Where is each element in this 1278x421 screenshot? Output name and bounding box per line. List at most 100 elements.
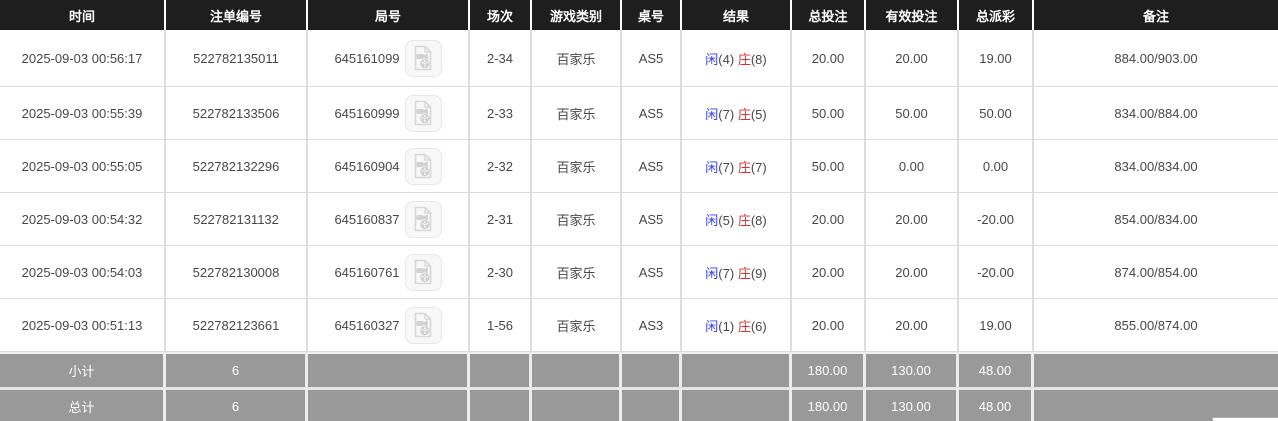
col-header-time: 时间 bbox=[0, 0, 166, 30]
total-bet-cell: 20.00 bbox=[792, 246, 866, 299]
grand-total-empty-cell bbox=[622, 387, 682, 421]
banker-result-label: 庄 bbox=[737, 318, 751, 334]
col-header-round-id: 局号 bbox=[308, 0, 470, 30]
col-header-result: 结果 bbox=[682, 0, 792, 30]
player-result-label: 闲 bbox=[705, 106, 719, 122]
table-row: 2025-09-03 00:51:13 522782123661 6451603… bbox=[0, 299, 1278, 352]
subtotal-empty-cell bbox=[622, 352, 682, 387]
round-id: 645160904 bbox=[334, 158, 400, 174]
table-no-cell: AS5 bbox=[622, 87, 682, 140]
player-result-label: 闲 bbox=[705, 51, 719, 67]
subtotal-valid-bet: 130.00 bbox=[866, 352, 959, 387]
time-cell: 2025-09-03 00:54:32 bbox=[0, 193, 166, 246]
col-header-valid-bet: 有效投注 bbox=[866, 0, 959, 30]
round-id-cell: 645161099 bbox=[308, 30, 470, 87]
total-payout-cell: 0.00 bbox=[959, 140, 1034, 193]
table-row: 2025-09-03 00:54:03 522782130008 6451607… bbox=[0, 246, 1278, 299]
subtotal-empty-cell bbox=[308, 352, 470, 387]
game-type-cell: 百家乐 bbox=[532, 299, 622, 352]
remark-cell: 854.00/834.00 bbox=[1034, 193, 1278, 246]
bet-id-cell: 522782132296 bbox=[166, 140, 308, 193]
remark-cell: 834.00/834.00 bbox=[1034, 140, 1278, 193]
subtotal-row: 小计 6 180.00 130.00 48.00 bbox=[0, 352, 1278, 387]
round-id-cell: 645160327 bbox=[308, 299, 470, 352]
session-cell: 2-33 bbox=[470, 87, 532, 140]
round-id-cell: 645160999 bbox=[308, 87, 470, 140]
player-result-label: 闲 bbox=[705, 159, 719, 175]
bet-id-cell: 522782123661 bbox=[166, 299, 308, 352]
table-no-cell: AS5 bbox=[622, 140, 682, 193]
video-replay-button[interactable] bbox=[404, 39, 442, 77]
round-id-cell: 645160837 bbox=[308, 193, 470, 246]
player-result-label: 闲 bbox=[705, 318, 719, 334]
round-id: 645160999 bbox=[334, 105, 400, 121]
subtotal-empty-cell bbox=[1034, 352, 1278, 387]
valid-bet-cell: 20.00 bbox=[866, 193, 959, 246]
table-no-cell: AS5 bbox=[622, 30, 682, 87]
grand-total-valid-bet: 130.00 bbox=[866, 387, 959, 421]
result-cell: 闲(7) 庄(7) bbox=[682, 140, 792, 193]
total-payout-cell: 50.00 bbox=[959, 87, 1034, 140]
round-id-cell: 645160904 bbox=[308, 140, 470, 193]
session-cell: 2-34 bbox=[470, 30, 532, 87]
valid-bet-cell: 20.00 bbox=[866, 246, 959, 299]
subtotal-label: 小计 bbox=[0, 352, 166, 387]
subtotal-empty-cell bbox=[470, 352, 532, 387]
table-row: 2025-09-03 00:54:32 522782131132 6451608… bbox=[0, 193, 1278, 246]
video-replay-button[interactable] bbox=[404, 253, 442, 291]
banker-result-label: 庄 bbox=[737, 106, 751, 122]
col-header-session: 场次 bbox=[470, 0, 532, 30]
subtotal-count: 6 bbox=[166, 352, 308, 387]
round-id: 645160761 bbox=[334, 264, 400, 280]
col-header-game-type: 游戏类别 bbox=[532, 0, 622, 30]
total-payout-cell: -20.00 bbox=[959, 246, 1034, 299]
player-result-score: (7) bbox=[718, 265, 735, 281]
grand-total-count: 6 bbox=[166, 387, 308, 421]
grand-total-total-bet: 180.00 bbox=[792, 387, 866, 421]
total-bet-cell: 50.00 bbox=[792, 140, 866, 193]
valid-bet-cell: 50.00 bbox=[866, 87, 959, 140]
total-bet-cell: 20.00 bbox=[792, 193, 866, 246]
game-type-cell: 百家乐 bbox=[532, 193, 622, 246]
game-type-cell: 百家乐 bbox=[532, 140, 622, 193]
game-type-cell: 百家乐 bbox=[532, 87, 622, 140]
remark-cell: 855.00/874.00 bbox=[1034, 299, 1278, 352]
col-header-table-no: 桌号 bbox=[622, 0, 682, 30]
subtotal-total-payout: 48.00 bbox=[959, 352, 1034, 387]
banker-result-score: (9) bbox=[750, 265, 767, 281]
valid-bet-cell: 20.00 bbox=[866, 299, 959, 352]
player-result-score: (5) bbox=[718, 212, 735, 228]
video-file-icon bbox=[411, 206, 435, 232]
bet-id-cell: 522782133506 bbox=[166, 87, 308, 140]
grand-total-row: 总计 6 180.00 130.00 48.00 bbox=[0, 387, 1278, 421]
video-file-icon bbox=[411, 100, 435, 126]
video-replay-button[interactable] bbox=[404, 147, 442, 185]
table-no-cell: AS3 bbox=[622, 299, 682, 352]
time-cell: 2025-09-03 00:51:13 bbox=[0, 299, 166, 352]
subtotal-empty-cell bbox=[682, 352, 792, 387]
col-header-bet-id: 注单编号 bbox=[166, 0, 308, 30]
table-header-row: 时间 注单编号 局号 场次 游戏类别 桌号 结果 总投注 有效投注 总派彩 备注 bbox=[0, 0, 1278, 30]
video-replay-button[interactable] bbox=[404, 200, 442, 238]
round-id: 645161099 bbox=[334, 50, 400, 66]
grand-total-empty-cell bbox=[470, 387, 532, 421]
subtotal-empty-cell bbox=[532, 352, 622, 387]
subtotal-total-bet: 180.00 bbox=[792, 352, 866, 387]
banker-result-score: (7) bbox=[750, 159, 767, 175]
video-replay-button[interactable] bbox=[404, 94, 442, 132]
video-file-icon bbox=[411, 45, 435, 71]
total-bet-cell: 50.00 bbox=[792, 87, 866, 140]
result-cell: 闲(5) 庄(8) bbox=[682, 193, 792, 246]
session-cell: 1-56 bbox=[470, 299, 532, 352]
banker-result-score: (8) bbox=[750, 51, 767, 67]
video-replay-button[interactable] bbox=[404, 306, 442, 344]
grand-total-total-payout: 48.00 bbox=[959, 387, 1034, 421]
banker-result-score: (5) bbox=[750, 106, 767, 122]
total-bet-cell: 20.00 bbox=[792, 30, 866, 87]
player-result-label: 闲 bbox=[705, 212, 719, 228]
banker-result-score: (8) bbox=[750, 212, 767, 228]
grand-total-empty-cell bbox=[308, 387, 470, 421]
grand-total-label: 总计 bbox=[0, 387, 166, 421]
total-payout-cell: 19.00 bbox=[959, 30, 1034, 87]
